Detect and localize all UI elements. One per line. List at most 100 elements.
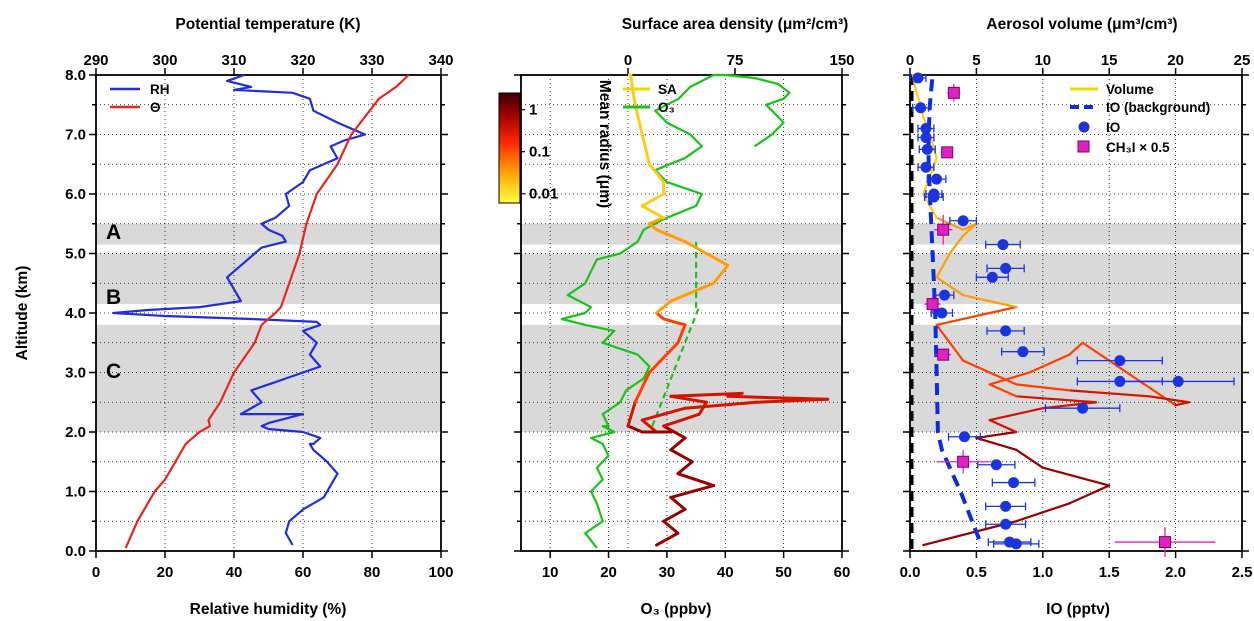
legend-io-label: IO [1106,120,1120,135]
io-axis-title: IO (pptv) [1046,601,1110,618]
ch3i-point [957,455,970,468]
top-tick-label: 150 [829,52,854,69]
top-tick-label: 75 [727,52,744,69]
legend-io-bg-label: IO (background) [1106,100,1210,115]
bottom-tick-label: 80 [364,564,381,581]
sa-segment [640,418,659,434]
top-tick-label: 0 [906,52,914,69]
volume-axis-title: Aerosol volume (μm³/cm³) [986,16,1177,33]
sa-segment [629,73,634,89]
volume-segment [1081,341,1177,407]
bottom-tick-label: 40 [226,564,243,581]
io-point [931,173,943,185]
sa-segment [626,400,637,428]
io-point [912,72,924,84]
sa-axis-title: Surface area density (μm²/cm³) [622,16,849,33]
layer-band-1 [910,324,1242,382]
y-tick-label: 1.0 [65,484,86,501]
volume-segment [1015,448,1044,469]
sa-segment [655,311,666,321]
ch3i-point [1158,536,1171,549]
sa-segment [662,317,687,327]
volume-segment [1068,484,1111,505]
y-tick-label: 7.0 [65,127,86,144]
legend-o3-label: O₃ [658,100,675,115]
bottom-tick-label: 60 [834,564,851,581]
altitude-axis-title: Altitude (km) [14,266,31,361]
y-tick-label: 6.0 [65,186,86,203]
volume-segment [1068,341,1084,356]
sa-segment [683,400,758,410]
volume-segment [935,323,951,344]
sa-segment [662,424,687,440]
io-point [957,215,969,227]
theta-axis-title: Potential temperature (K) [175,16,360,33]
bottom-tick-label: 2.5 [1232,564,1253,581]
volume-segment [1041,401,1098,410]
io-point [920,161,932,173]
colorbar-ticks: 1 0.1 0.01 [520,102,558,203]
bottom-tick-label: 1.0 [1032,564,1053,581]
ch3i-point [937,223,950,236]
bottom-tick-label: 20 [600,564,617,581]
volume-segment [988,371,1018,386]
volume-segment [1015,383,1071,392]
io-point [1010,538,1022,550]
panel-middle: 10 20 30 40 50 60 0 75 150 [514,52,855,581]
sa-segment [626,424,644,434]
y-tick-label: 8.0 [65,67,86,84]
sa-segment [669,281,716,303]
sa-segment [662,519,680,535]
sa-segment [669,495,687,511]
io-point [1000,518,1012,530]
sa-segment [712,263,730,285]
sa-segment [669,448,694,464]
volume-segment [1147,395,1190,404]
layer-band-2 [910,253,1242,305]
colorbar-tick-label: 0.1 [529,144,550,161]
legend-sa-label: SA [658,82,677,97]
io-point [997,239,1009,251]
sa-segment [676,323,687,345]
legend-ch3i-label: CH₃I × 0.5 [1106,140,1170,155]
io-point [939,289,951,301]
volume-segment [962,311,991,321]
volume-segment [1041,466,1111,487]
bottom-tick-label: 60 [295,564,312,581]
layer-label-a: A [106,221,121,244]
top-tick-label: 320 [290,52,315,69]
bottom-tick-label: 10 [542,564,559,581]
sa-segment [676,460,694,476]
bottom-tick-label: 40 [717,564,734,581]
panel-left: 0 20 40 60 80 100 290 300 310 320 330 340 0.0 1.0 2.0 3… [65,52,453,581]
rh-axis-title: Relative humidity (%) [190,601,347,618]
y-tick-label: 3.0 [65,365,86,382]
y-tick-label: 5.0 [65,246,86,263]
sa-segment [640,133,651,166]
o3-interp-line [651,241,701,427]
layer-label-c: C [106,360,121,383]
theta-line [124,74,410,549]
sa-segment [655,228,687,244]
layer-band-2 [96,253,441,305]
sa-segment [662,507,687,523]
volume-segment [1015,502,1071,523]
io-point [920,123,932,135]
top-tick-label: 10 [1034,52,1051,69]
layer-band-1 [96,324,441,382]
top-tick-label: 340 [428,52,453,69]
legend-rh-label: RH [150,82,170,97]
io-point [958,431,970,443]
sa-segment [655,299,673,315]
bottom-tick-label: 50 [775,564,792,581]
top-tick-label: 290 [83,52,108,69]
o3-axis-title: O₃ (ppbv) [641,601,712,618]
sa-segment [683,240,708,255]
io-point [1172,375,1184,387]
ch3i-point [926,298,939,311]
rh-line [112,73,367,546]
layer-band-0 [521,381,842,432]
io-point [990,459,1002,471]
legend-theta-label: Θ [150,100,161,115]
top-tick-label: 310 [221,52,246,69]
